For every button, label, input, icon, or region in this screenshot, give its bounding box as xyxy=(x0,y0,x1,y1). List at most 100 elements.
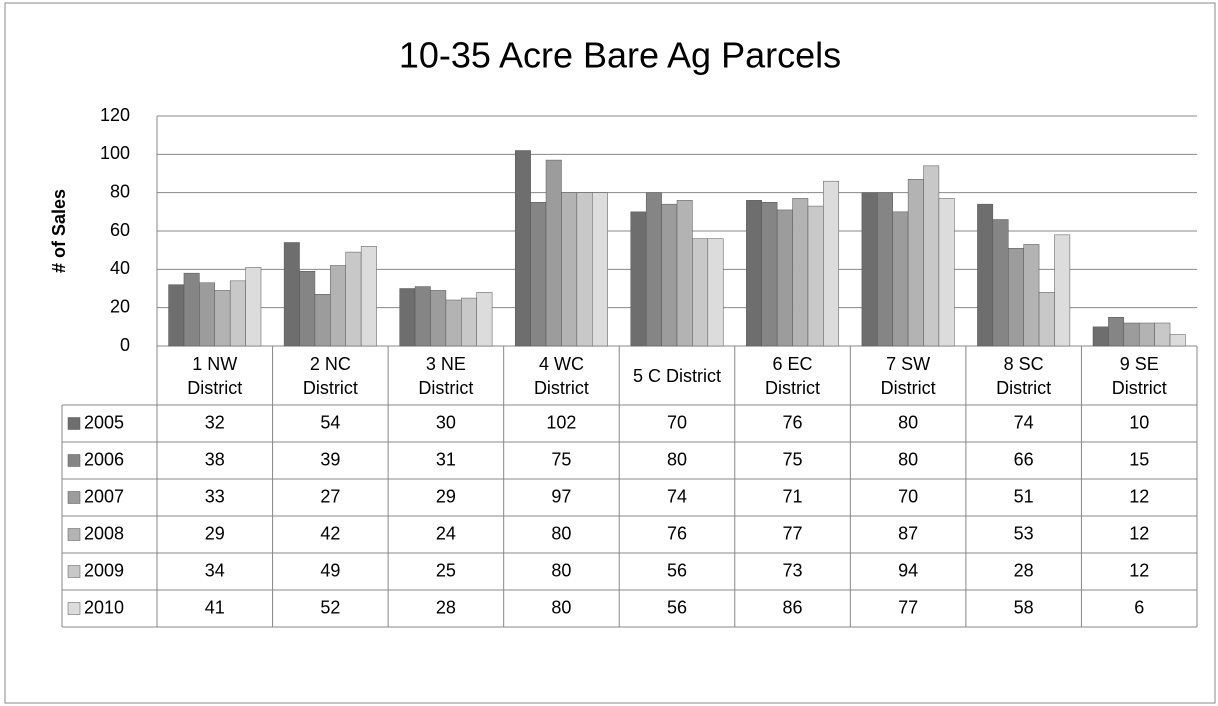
table-value: 74 xyxy=(667,486,687,506)
table-value: 33 xyxy=(205,486,225,506)
bar xyxy=(430,290,447,347)
bar xyxy=(461,297,477,347)
x-tick-label: 9 SE District xyxy=(1111,353,1167,398)
bar xyxy=(1092,326,1109,347)
y-tick-label: 80 xyxy=(110,181,130,201)
table-value: 32 xyxy=(205,412,225,432)
bar xyxy=(399,288,416,347)
table-value: 54 xyxy=(320,412,340,432)
table-value: 102 xyxy=(546,412,576,432)
table-value: 31 xyxy=(436,449,456,469)
table-value: 86 xyxy=(783,597,803,617)
table-value: 12 xyxy=(1129,486,1149,506)
x-tick-label: 2 NC District xyxy=(302,353,358,398)
bar xyxy=(360,246,377,347)
y-tick-label: 40 xyxy=(110,258,130,278)
table-value: 75 xyxy=(551,449,571,469)
table-value: 42 xyxy=(320,523,340,543)
bar xyxy=(746,200,762,347)
bar xyxy=(576,192,593,347)
table-value: 6 xyxy=(1134,597,1144,617)
bar xyxy=(245,267,262,347)
bar xyxy=(1023,244,1040,347)
table-value: 53 xyxy=(1014,523,1034,543)
bar xyxy=(823,180,840,347)
table-value: 25 xyxy=(436,560,456,580)
bar xyxy=(283,242,300,347)
table-value: 52 xyxy=(320,597,340,617)
table-value: 12 xyxy=(1129,523,1149,543)
table-value: 80 xyxy=(667,449,687,469)
x-tick-label: 7 SW District xyxy=(880,353,936,398)
table-value: 80 xyxy=(551,523,571,543)
bar xyxy=(792,198,809,347)
bar xyxy=(992,219,1009,347)
table-value: 73 xyxy=(783,560,803,580)
bar xyxy=(530,202,547,347)
x-tick-label: 6 EC District xyxy=(765,353,821,398)
bar xyxy=(938,198,955,347)
bar xyxy=(214,290,231,347)
bar xyxy=(1108,317,1125,347)
bar xyxy=(877,192,893,347)
table-value: 66 xyxy=(1014,449,1034,469)
table-value: 38 xyxy=(205,449,225,469)
chart-title: 10-35 Acre Bare Ag Parcels xyxy=(399,35,841,76)
table-value: 24 xyxy=(436,523,456,543)
bar xyxy=(923,165,940,347)
legend-marker xyxy=(67,491,81,504)
bar xyxy=(199,282,216,347)
bar xyxy=(807,205,824,347)
table-value: 10 xyxy=(1129,412,1149,432)
bar xyxy=(345,251,362,347)
legend-marker xyxy=(67,565,81,578)
table-value: 28 xyxy=(1014,560,1034,580)
legend-label: 2009 xyxy=(84,560,124,580)
table-value: 71 xyxy=(783,486,803,506)
y-tick-label: 120 xyxy=(100,105,130,125)
legend-label: 2005 xyxy=(84,412,124,432)
bar xyxy=(1154,322,1171,347)
x-tick-label: 8 SC District xyxy=(996,353,1052,398)
x-tick-label: 1 NW District xyxy=(187,353,243,398)
legend-marker xyxy=(67,417,81,430)
bar xyxy=(676,200,693,347)
table-value: 30 xyxy=(436,412,456,432)
table-value: 51 xyxy=(1014,486,1034,506)
bar xyxy=(1138,322,1155,347)
bar xyxy=(707,238,724,347)
table-value: 74 xyxy=(1014,412,1034,432)
legend-marker xyxy=(67,454,81,467)
x-tick-label: 5 C District xyxy=(632,365,721,386)
legend-label: 2006 xyxy=(84,449,124,469)
bar xyxy=(168,284,185,347)
table-value: 58 xyxy=(1014,597,1034,617)
table-value: 29 xyxy=(205,523,225,543)
legend-label: 2008 xyxy=(84,523,124,543)
legend-marker xyxy=(67,602,81,615)
x-tick-label: 3 NE District xyxy=(418,353,474,398)
table-value: 27 xyxy=(320,486,340,506)
table-value: 80 xyxy=(898,449,918,469)
x-tick-label: 4 WC District xyxy=(533,353,589,398)
bar xyxy=(907,179,924,347)
bar xyxy=(692,238,709,347)
table-value: 77 xyxy=(898,597,918,617)
bar xyxy=(630,211,647,347)
table-value: 56 xyxy=(667,560,687,580)
bar xyxy=(661,203,678,347)
table-value: 80 xyxy=(551,597,571,617)
y-axis-title: # of Sales xyxy=(49,189,69,273)
bar xyxy=(1038,292,1055,347)
bar xyxy=(645,192,662,347)
bar xyxy=(592,192,608,347)
bar xyxy=(314,294,331,347)
bar xyxy=(1008,248,1024,347)
table-value: 70 xyxy=(898,486,918,506)
y-tick-label: 0 xyxy=(120,335,130,355)
bar xyxy=(1169,334,1186,347)
bar xyxy=(545,159,562,347)
y-tick-label: 100 xyxy=(100,143,130,163)
